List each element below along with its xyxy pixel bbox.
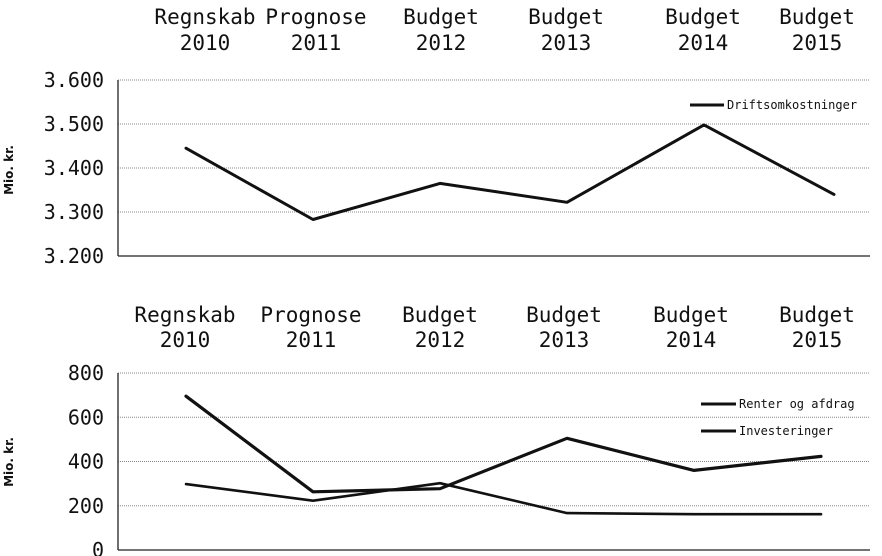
category-label: 2015 (792, 31, 843, 55)
series-line (184, 123, 836, 221)
category-label: 2012 (416, 31, 467, 55)
category-label: Budget (526, 303, 602, 327)
category-label: Budget (402, 303, 478, 327)
category-label: Budget (779, 5, 855, 29)
category-label: Budget (779, 303, 855, 327)
category-label: Prognose (260, 303, 361, 327)
category-label: 2014 (678, 31, 729, 55)
y-tick-label: 3.200 (44, 244, 104, 268)
category-label: 2010 (180, 31, 231, 55)
category-label: Regnskab (154, 5, 255, 29)
y-tick-label: 0 (92, 538, 104, 556)
legend-label: Investeringer (739, 424, 833, 438)
y-axis-label: Mio. kr. (2, 437, 16, 487)
category-label: Prognose (265, 5, 366, 29)
series-line (184, 394, 823, 494)
category-label: Regnskab (134, 303, 235, 327)
category-label: 2013 (541, 31, 592, 55)
category-label: 2013 (539, 328, 590, 352)
y-tick-label: 600 (68, 405, 104, 429)
y-tick-label: 3.500 (44, 112, 104, 136)
category-label: 2012 (415, 328, 466, 352)
series-line (184, 481, 823, 516)
category-label: Budget (528, 5, 604, 29)
category-label: 2015 (792, 328, 843, 352)
y-tick-label: 3.300 (44, 200, 104, 224)
category-label: Budget (403, 5, 479, 29)
y-tick-label: 200 (68, 494, 104, 518)
category-label: 2014 (666, 328, 717, 352)
category-label: Budget (665, 5, 741, 29)
y-axis-label: Mio. kr. (2, 145, 16, 195)
y-tick-label: 3.600 (44, 68, 104, 92)
legend-label: Renter og afdrag (739, 397, 855, 411)
legend-label: Driftsomkostninger (727, 98, 857, 112)
category-label: 2011 (286, 328, 337, 352)
category-label: 2010 (160, 328, 211, 352)
category-label: Budget (653, 303, 729, 327)
y-tick-label: 400 (68, 450, 104, 474)
y-tick-label: 800 (68, 361, 104, 385)
y-tick-label: 3.400 (44, 156, 104, 180)
category-label: 2011 (291, 31, 342, 55)
